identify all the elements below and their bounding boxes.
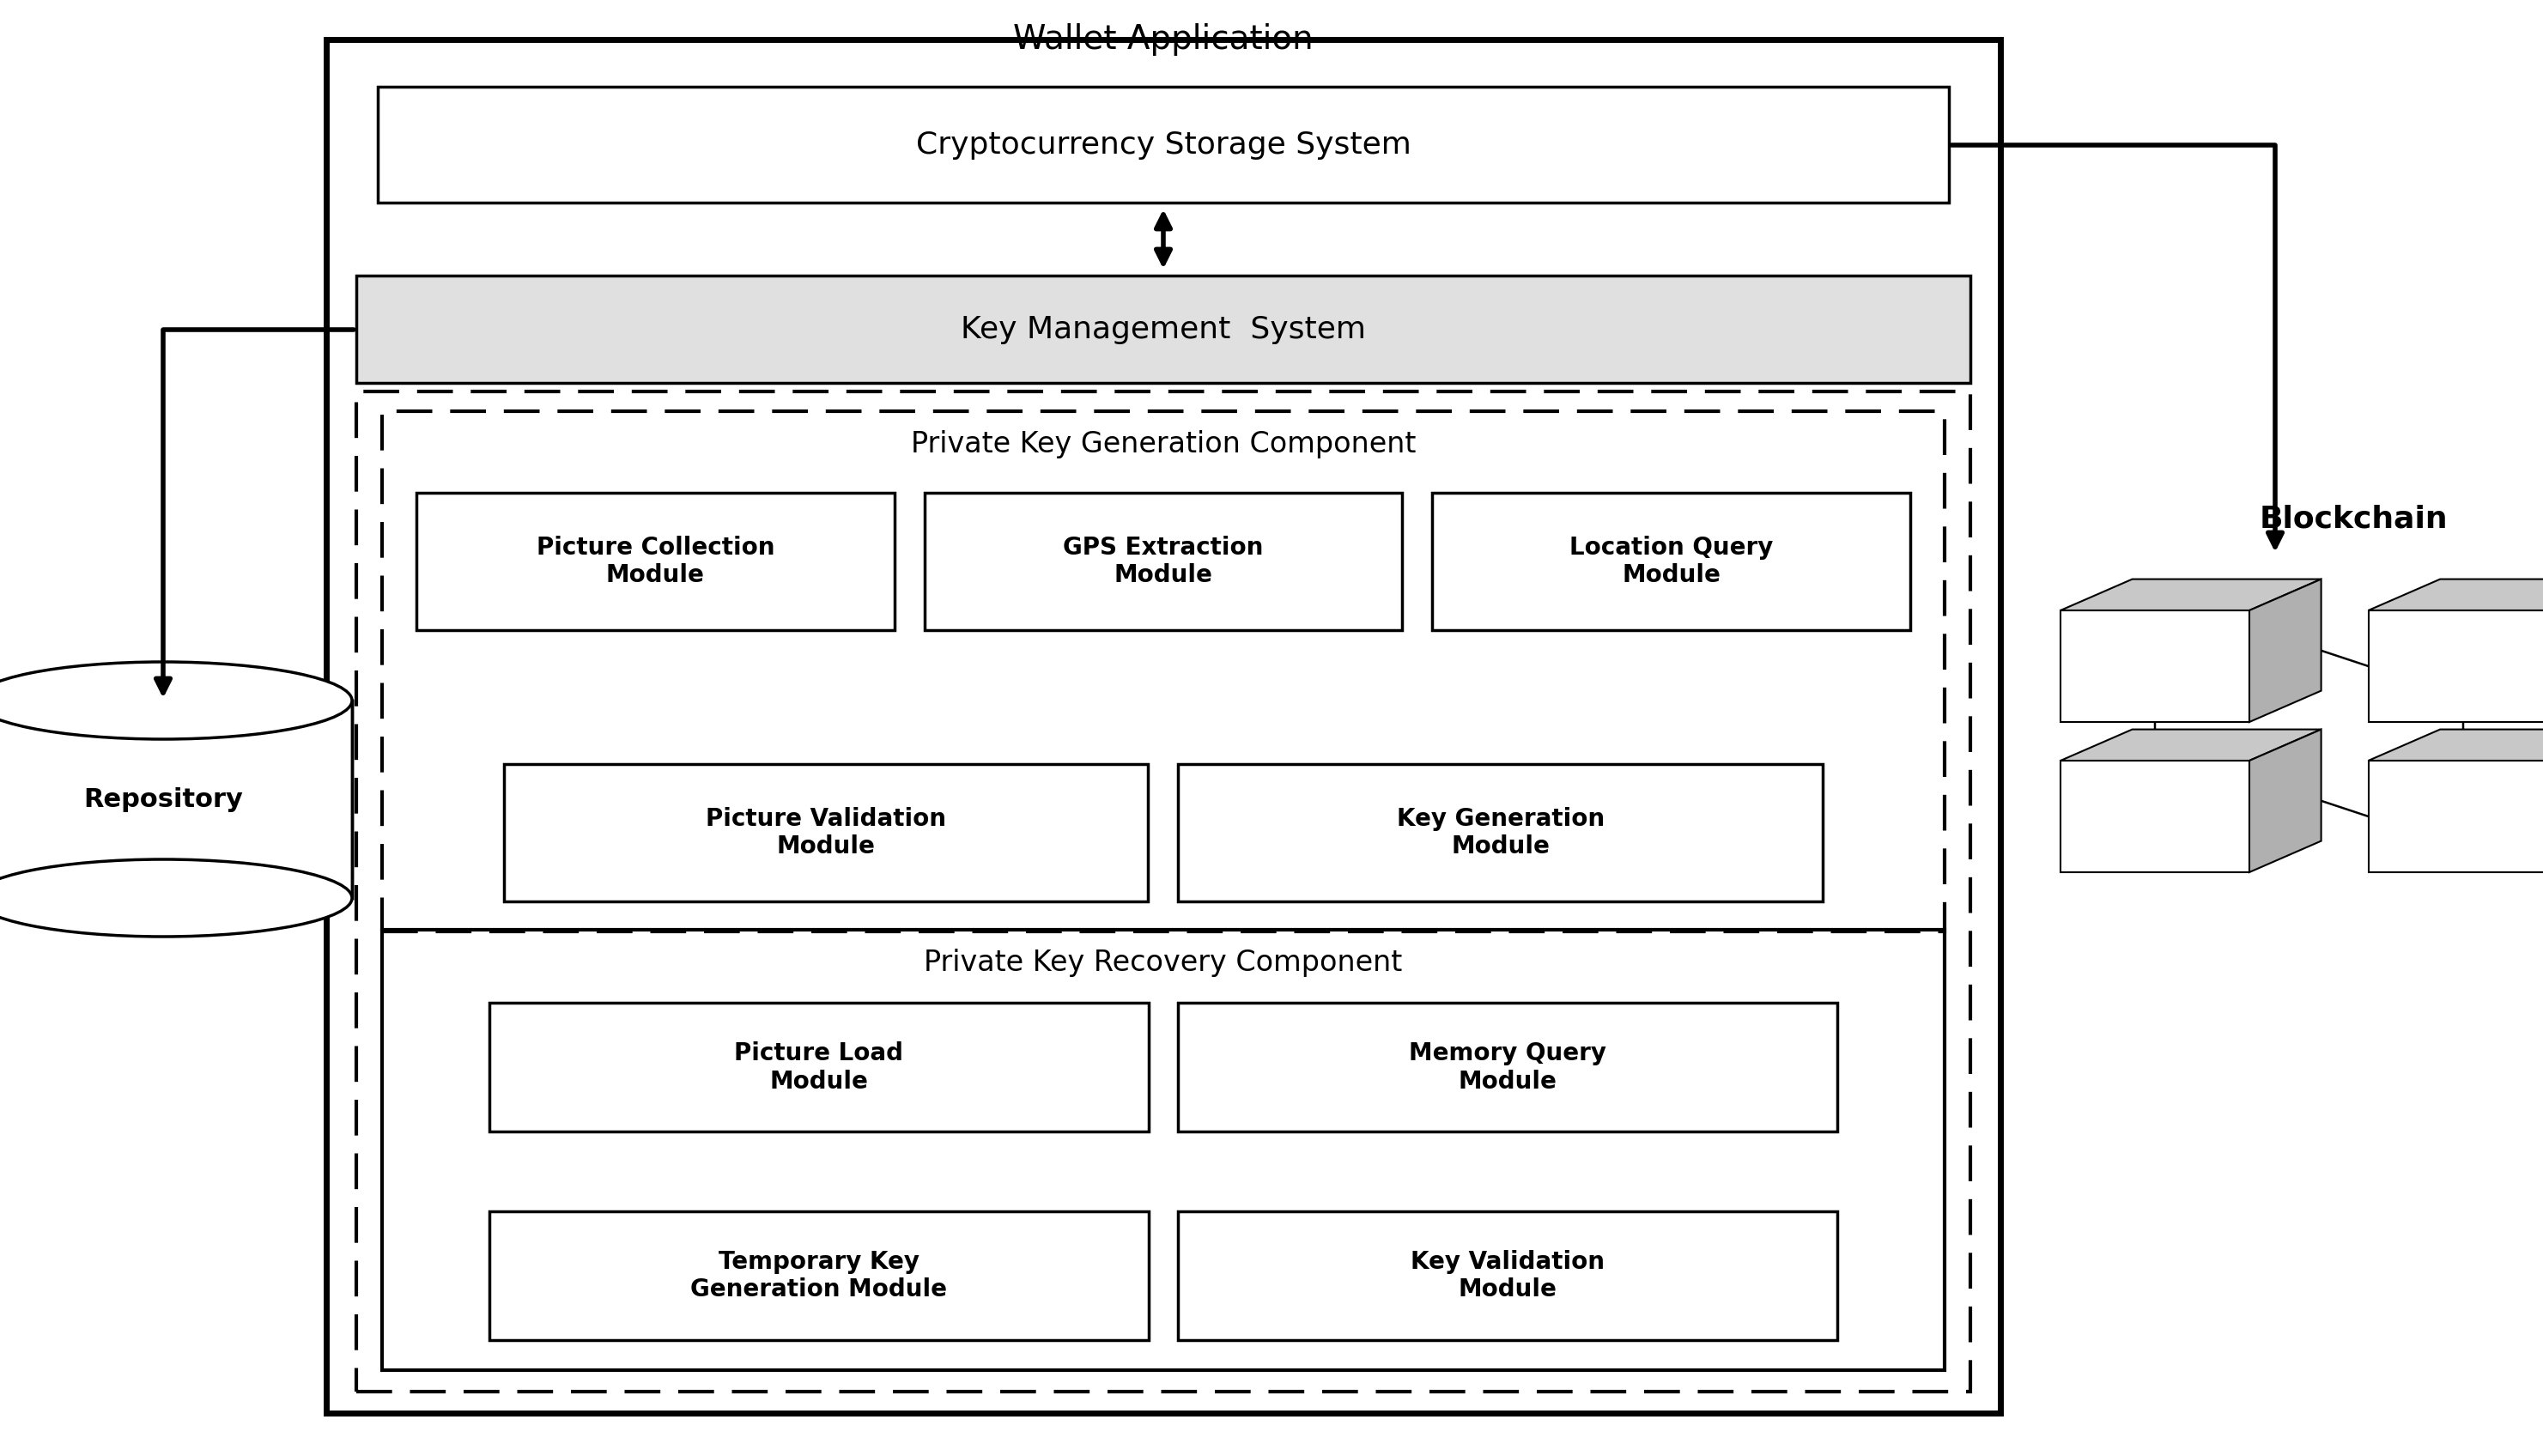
Text: Picture Load
Module: Picture Load Module [735,1041,903,1093]
Text: Cryptocurrency Storage System: Cryptocurrency Storage System [915,130,1411,159]
Ellipse shape [0,859,351,936]
Bar [491,1003,1149,1131]
Polygon shape [2368,579,2543,610]
Bar [1177,1003,1836,1131]
Text: Private Key Generation Component: Private Key Generation Component [910,430,1416,459]
Polygon shape [2060,760,2251,872]
Text: Key Management  System: Key Management System [961,314,1366,344]
Polygon shape [2060,610,2251,722]
Text: Private Key Recovery Component: Private Key Recovery Component [923,948,1404,977]
Polygon shape [2060,729,2322,760]
Text: Blockchain: Blockchain [2258,504,2446,534]
Bar [504,764,1149,901]
Text: GPS Extraction
Module: GPS Extraction Module [1063,536,1264,588]
Bar [1177,1211,1836,1340]
Bar [356,392,1971,1392]
Text: Key Generation
Module: Key Generation Module [1396,807,1605,859]
Bar [417,494,895,630]
Polygon shape [2368,729,2543,760]
Bar [923,494,1401,630]
Text: Location Query
Module: Location Query Module [1569,536,1772,588]
Polygon shape [2060,579,2322,610]
Bar [491,1211,1149,1340]
Bar [381,412,1945,932]
Text: Repository: Repository [84,786,244,811]
Polygon shape [2368,610,2543,722]
Text: Picture Validation
Module: Picture Validation Module [707,807,946,859]
Text: Temporary Key
Generation Module: Temporary Key Generation Module [692,1249,949,1302]
Bar [356,275,1971,383]
Bar [0,700,351,898]
Bar [379,87,1948,202]
Text: Key Validation
Module: Key Validation Module [1411,1249,1605,1302]
Bar [1432,494,1910,630]
Text: Wallet Application: Wallet Application [1012,23,1312,55]
Polygon shape [2251,729,2322,872]
Bar [381,930,1945,1370]
Bar [326,39,2001,1414]
Ellipse shape [0,662,351,740]
Text: Memory Query
Module: Memory Query Module [1409,1041,1607,1093]
Polygon shape [2368,760,2543,872]
Text: Picture Collection
Module: Picture Collection Module [537,536,776,588]
Polygon shape [2251,579,2322,722]
Bar [1177,764,1823,901]
